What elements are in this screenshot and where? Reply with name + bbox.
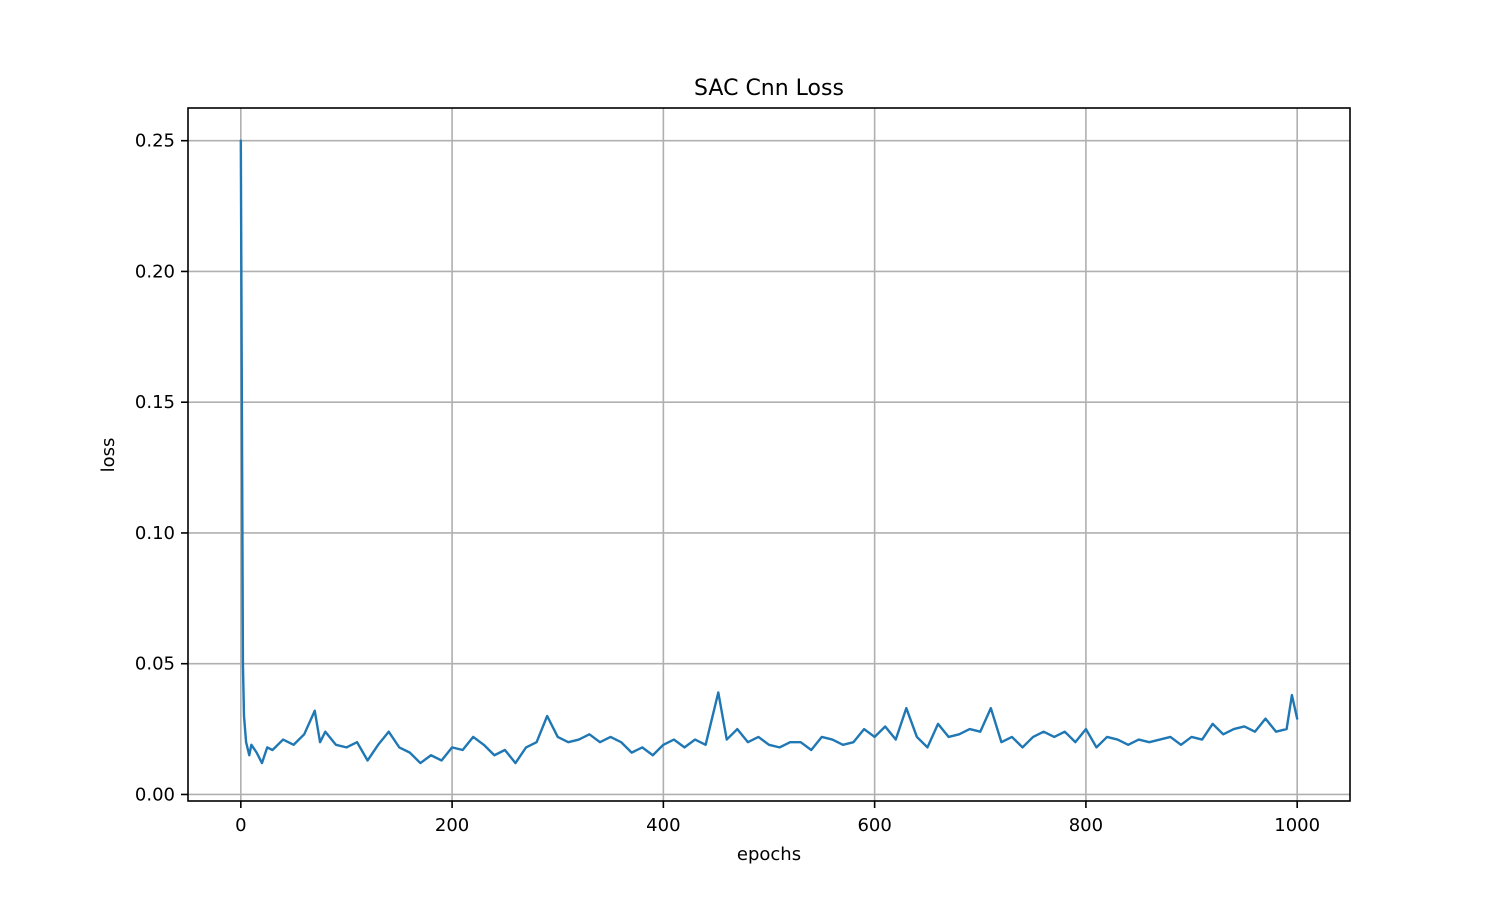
y-axis-title: loss [98, 438, 119, 473]
series-layer [239, 139, 1299, 765]
y-tick-label: 0.20 [135, 261, 175, 282]
chart-title: SAC Cnn Loss [694, 76, 844, 101]
x-tick-label: 0 [235, 815, 246, 836]
x-tick-label: 200 [435, 815, 469, 836]
x-tick-label: 800 [1069, 815, 1103, 836]
grid-lines [188, 108, 1350, 801]
y-tick-label: 0.25 [135, 131, 175, 152]
series-line-0 [239, 139, 1299, 765]
x-tick-label: 1000 [1274, 815, 1320, 836]
x-tick-label: 600 [857, 815, 891, 836]
x-tick-label: 400 [646, 815, 680, 836]
y-tick-label: 0.15 [135, 392, 175, 413]
y-tick-label: 0.10 [135, 523, 175, 544]
y-tick-label: 0.05 [135, 654, 175, 675]
x-axis-title: epochs [737, 844, 801, 865]
y-tick-label: 0.00 [135, 784, 175, 805]
plot-frame [187, 107, 1351, 802]
axis-ticks: 0 200 400 600 800 1000 0.00 0.05 0.10 0.15 0.20 0.2… [135, 131, 1320, 836]
